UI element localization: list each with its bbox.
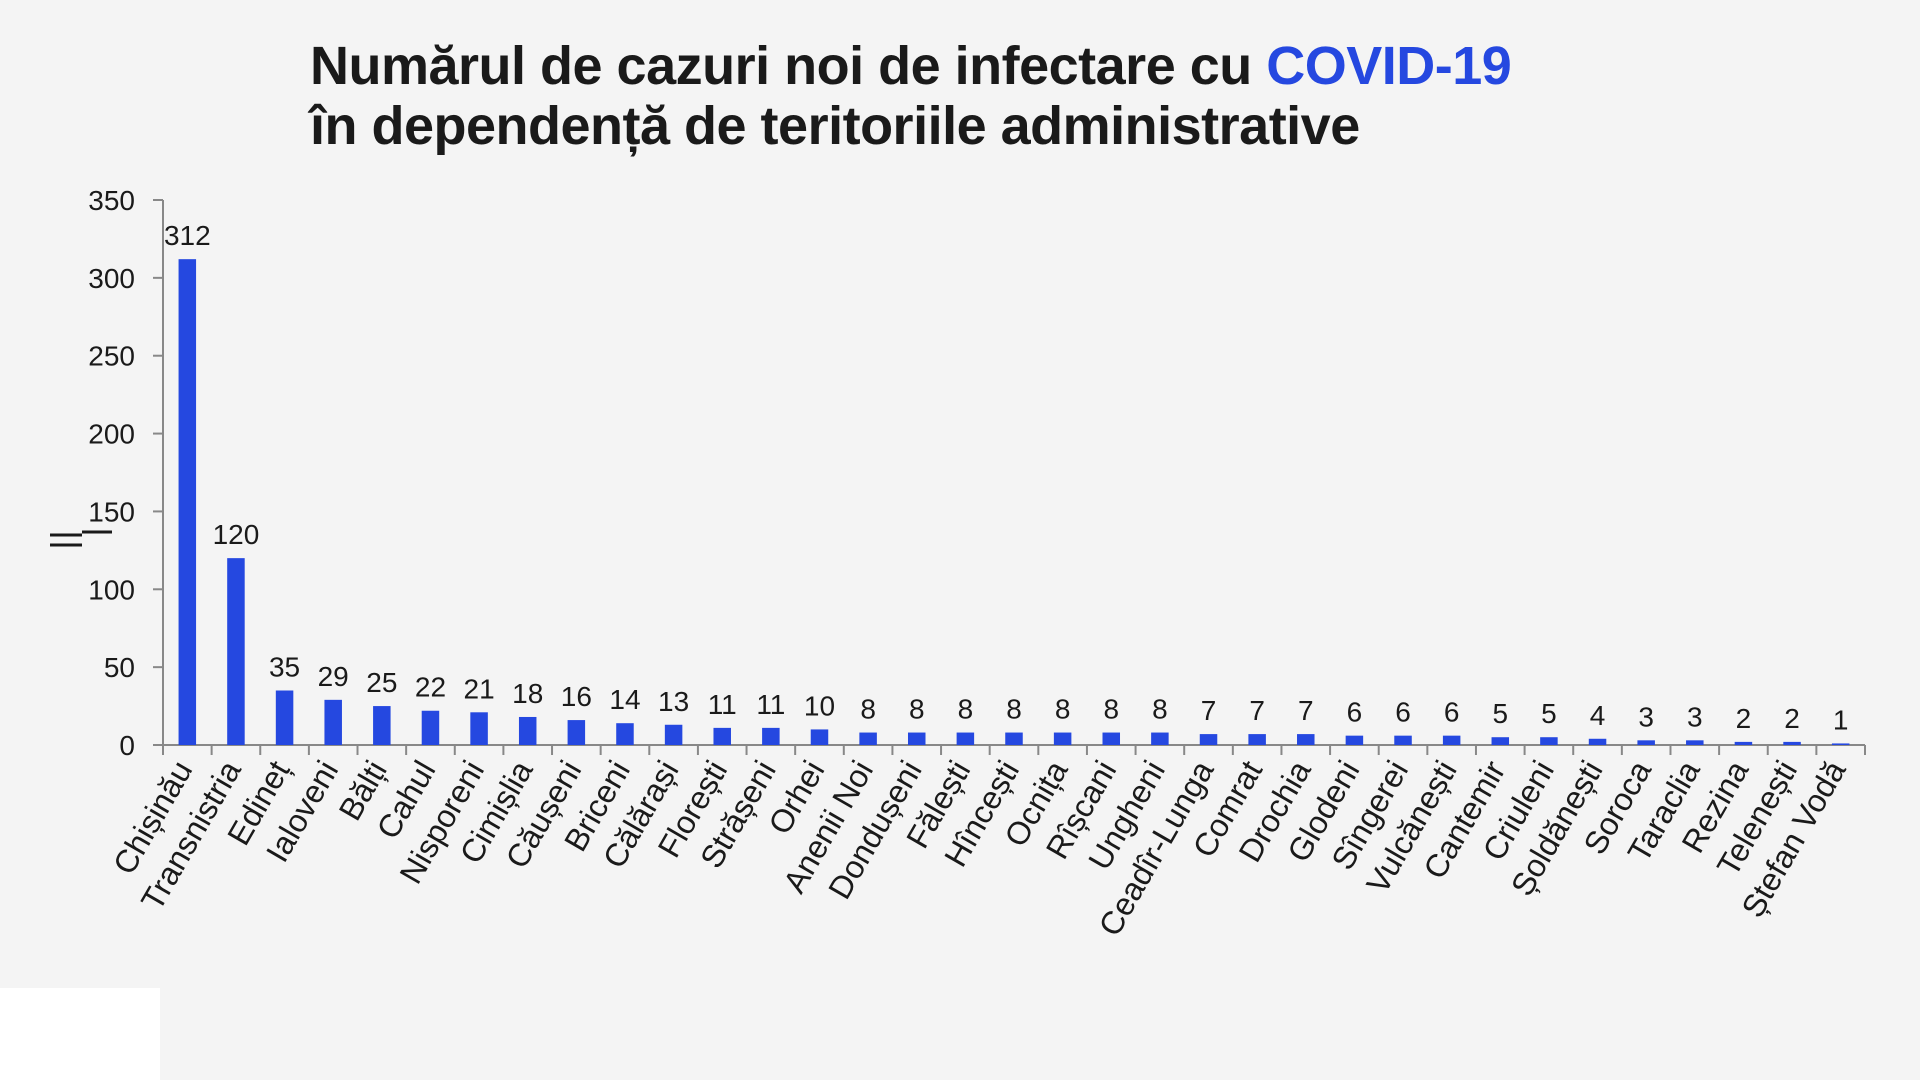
x-axis (162, 744, 1866, 755)
data-label: 22 (415, 672, 446, 703)
data-label: 8 (909, 694, 925, 725)
data-label: 21 (464, 673, 495, 704)
bar (664, 724, 683, 745)
data-label: 8 (1055, 694, 1071, 725)
bar (1151, 732, 1169, 745)
bar (1588, 738, 1607, 745)
bar (859, 732, 877, 745)
data-label: 6 (1395, 697, 1411, 728)
bar (1442, 735, 1461, 745)
bar (1394, 735, 1412, 745)
chart-title-line2: în dependență de teritoriile administrat… (310, 96, 1360, 156)
y-tick-label: 250 (88, 341, 135, 372)
bar (1297, 734, 1315, 745)
y-tick-label: 350 (88, 185, 135, 216)
data-label: 3 (1687, 701, 1703, 732)
y-tick-label: 200 (88, 419, 135, 450)
data-label: 29 (318, 661, 349, 692)
data-label: 7 (1298, 695, 1314, 726)
y-tick-label: 300 (88, 263, 135, 294)
y-axis: 0 50 100 150 200 250 300 350 (88, 185, 164, 761)
bar (1199, 734, 1218, 745)
data-label: 1 (1833, 704, 1849, 735)
data-label: 6 (1444, 697, 1460, 728)
bar (1734, 741, 1753, 745)
data-label: 8 (1152, 694, 1168, 725)
data-label: 312 (164, 220, 211, 251)
data-label: 11 (708, 689, 737, 720)
data-label: 7 (1201, 695, 1217, 726)
bar (1686, 740, 1704, 745)
data-label: 8 (1103, 694, 1119, 725)
bar (1831, 743, 1850, 745)
bar (762, 727, 780, 745)
bar (713, 727, 731, 745)
data-label: 4 (1590, 700, 1606, 731)
corner-panel (0, 988, 160, 1080)
bar (1345, 735, 1364, 745)
bar (567, 720, 586, 745)
data-label: 2 (1784, 703, 1800, 734)
bar (1637, 740, 1655, 745)
bar (178, 259, 197, 745)
data-label: 3 (1638, 701, 1654, 732)
data-label: 5 (1541, 698, 1557, 729)
bar (275, 690, 294, 745)
bar (907, 732, 926, 745)
data-label: 14 (609, 684, 640, 715)
y-tick-label: 100 (88, 574, 135, 605)
category-labels: ChișinăuTransnistriaEdinețIaloveniBălțiC… (106, 754, 1853, 942)
data-label: 16 (561, 681, 592, 712)
data-label: 35 (269, 652, 300, 683)
data-label: 120 (213, 519, 260, 550)
bar (470, 712, 488, 745)
bar (616, 723, 634, 745)
data-label: 8 (860, 694, 876, 725)
bars (178, 259, 1850, 745)
axis-break-marker (50, 530, 112, 547)
y-tick-label: 50 (104, 652, 135, 683)
bar (324, 699, 342, 745)
data-label: 10 (804, 690, 835, 721)
y-tick-label: 150 (88, 496, 135, 527)
bar (373, 706, 391, 745)
bar (227, 558, 245, 745)
data-label: 11 (756, 689, 785, 720)
data-label: 5 (1492, 698, 1508, 729)
data-label: 13 (658, 686, 689, 717)
bar (956, 732, 975, 745)
data-label: 8 (1006, 694, 1022, 725)
chart-title-line1: Numărul de cazuri noi de infectare cu CO… (310, 36, 1512, 96)
chart-title-prefix: Numărul de cazuri noi de infectare cu (310, 36, 1267, 96)
data-label: 8 (958, 694, 974, 725)
data-label: 25 (366, 667, 397, 698)
bar (1248, 734, 1266, 745)
chart-title-accent: COVID-19 (1266, 36, 1512, 96)
bar (1540, 737, 1558, 745)
bar (518, 716, 537, 745)
bar (1053, 732, 1072, 745)
data-label: 6 (1347, 697, 1363, 728)
bar (810, 729, 829, 745)
bar (421, 710, 440, 745)
bar (1783, 741, 1801, 745)
y-tick-label: 0 (119, 730, 135, 761)
bar (1102, 732, 1121, 745)
data-label: 2 (1736, 703, 1752, 734)
chart-title: Numărul de cazuri noi de infectare cu CO… (310, 36, 1512, 156)
data-label: 7 (1249, 695, 1265, 726)
data-label: 18 (512, 678, 543, 709)
bar (1491, 737, 1510, 745)
bar (1005, 732, 1023, 745)
